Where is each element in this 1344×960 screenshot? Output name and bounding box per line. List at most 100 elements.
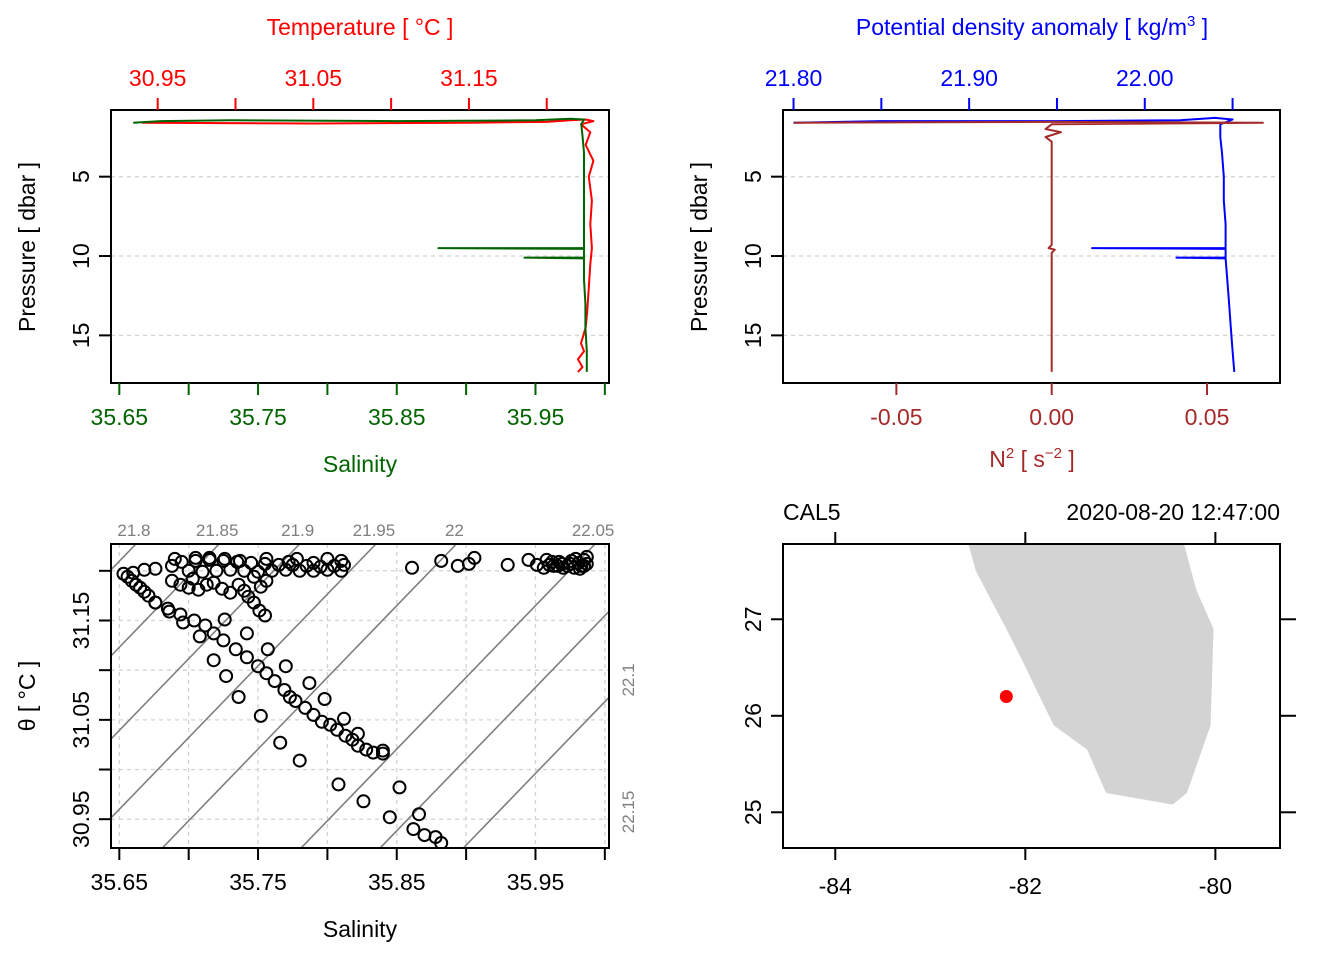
ts-point xyxy=(278,659,293,674)
salinity-axis-tick-label: 35.95 xyxy=(507,869,565,895)
isopycnal-line xyxy=(111,544,301,741)
ts-point xyxy=(331,777,346,792)
ts-point xyxy=(467,550,482,565)
land-florida xyxy=(968,544,1214,805)
ts-point xyxy=(259,551,274,566)
salinity-axis-tick-label: 35.95 xyxy=(507,404,565,430)
ts-point xyxy=(148,595,163,610)
isopycnal-label: 22.05 xyxy=(572,521,615,540)
pressure-axis-tick-label: 5 xyxy=(740,170,766,183)
ts-point xyxy=(406,822,421,837)
ts-point xyxy=(273,735,288,750)
ts-point xyxy=(160,601,175,616)
ts-point xyxy=(366,745,381,760)
isopycnal-line xyxy=(111,544,377,820)
longitude-tick-label: -82 xyxy=(1009,873,1042,899)
ts-point xyxy=(219,669,234,684)
ts-point xyxy=(228,642,243,657)
ts-point xyxy=(434,836,449,848)
n2-label-mid: [ s xyxy=(1014,446,1045,472)
y-axis-title-pressure: Pressure [ dbar ] xyxy=(14,162,40,332)
ts-point xyxy=(382,810,397,825)
isopycnal-label: 21.8 xyxy=(117,521,150,540)
isopycnal-label: 22.15 xyxy=(619,791,638,834)
ts-point xyxy=(281,554,296,569)
ts-point xyxy=(187,613,202,628)
ts-point xyxy=(253,708,268,723)
theta-axis-tick-label: 31.05 xyxy=(68,691,94,749)
ts-point xyxy=(148,561,163,576)
ts-point xyxy=(334,553,349,568)
ts-point xyxy=(198,618,213,633)
salinity-axis-tick-label: 35.75 xyxy=(229,869,287,895)
density-axis-tick-label: 22.00 xyxy=(1116,65,1174,91)
ts-point xyxy=(231,690,246,704)
density-label-exp: 3 xyxy=(1187,13,1195,30)
ts-point xyxy=(217,551,232,566)
isopycnal-line xyxy=(300,544,596,848)
plot-frame xyxy=(110,109,610,384)
ts-point xyxy=(167,551,182,566)
temperature-axis-tick-label: 31.05 xyxy=(285,65,343,91)
top-axis-title-temperature: Temperature [ °C ] xyxy=(267,14,454,40)
temperature-axis-tick-label: 31.15 xyxy=(440,65,498,91)
ts-point xyxy=(320,562,335,577)
n2-label-n: N xyxy=(989,446,1006,472)
n2-label-exp: 2 xyxy=(1006,445,1014,462)
ts-point xyxy=(174,554,189,569)
map-frame xyxy=(782,543,1281,849)
ts-point xyxy=(206,653,221,668)
salinity-axis-tick-label: 35.65 xyxy=(91,404,149,430)
panel-ts-diagram: Salinity θ [ °C ] 21.8 21.85 21.9 21.95 22 22… xyxy=(14,521,638,942)
station-datetime: 2020-08-20 12:47:00 xyxy=(1066,499,1280,525)
isopycnal-line xyxy=(111,544,220,657)
ts-point xyxy=(181,563,196,578)
ts-point xyxy=(579,556,594,571)
salinity-axis-tick-label: 35.85 xyxy=(368,404,426,430)
ts-point xyxy=(253,579,268,594)
ts-point xyxy=(450,558,465,573)
ts-point xyxy=(188,550,203,565)
ts-point xyxy=(176,615,191,630)
latitude-tick-label: 26 xyxy=(740,703,766,729)
x-axis-title-salinity: Salinity xyxy=(323,916,398,942)
y-axis-title-theta: θ [ °C ] xyxy=(14,661,40,732)
ts-point xyxy=(258,608,272,623)
ts-point xyxy=(239,650,254,665)
plot-frame xyxy=(110,543,610,849)
station-marker xyxy=(999,689,1013,703)
isopycnal-line xyxy=(161,544,457,848)
ts-point xyxy=(302,676,317,691)
ts-point xyxy=(233,553,247,568)
series-line-salinity xyxy=(133,117,588,372)
ts-point xyxy=(334,563,349,578)
panel-station-map: CAL5 2020-08-20 12:47:00 -84 -82 -80 25 26 27 xyxy=(740,499,1296,899)
y-axis-title-pressure-2: Pressure [ dbar ] xyxy=(686,162,712,332)
ts-point xyxy=(289,551,304,566)
ts-point xyxy=(185,571,200,586)
ts-point xyxy=(306,707,321,722)
density-label-end: ] xyxy=(1195,14,1208,40)
ts-point xyxy=(216,633,231,648)
ts-point xyxy=(215,581,229,596)
ts-point xyxy=(192,629,207,644)
isopycnal-label: 21.9 xyxy=(281,521,314,540)
theta-axis-tick-label: 31.15 xyxy=(68,592,94,650)
n2-axis-tick-label: 0.05 xyxy=(1185,404,1230,430)
density-label-slash: / xyxy=(1161,14,1168,40)
ts-point xyxy=(223,562,238,577)
ts-point xyxy=(375,746,390,761)
ts-point xyxy=(259,666,274,681)
ts-point xyxy=(337,711,351,726)
pressure-axis-tick-label: 15 xyxy=(740,323,766,349)
salinity-axis-tick-label: 35.65 xyxy=(91,869,149,895)
series-line-n2 xyxy=(793,120,1264,372)
ts-point xyxy=(137,584,152,599)
pressure-axis-tick-label: 10 xyxy=(68,243,94,269)
series-line-temperature xyxy=(142,118,595,373)
ts-point xyxy=(165,573,179,588)
density-axis-tick-label: 21.90 xyxy=(940,65,998,91)
ts-point xyxy=(392,780,407,795)
bottom-axis-title-salinity: Salinity xyxy=(323,451,398,477)
